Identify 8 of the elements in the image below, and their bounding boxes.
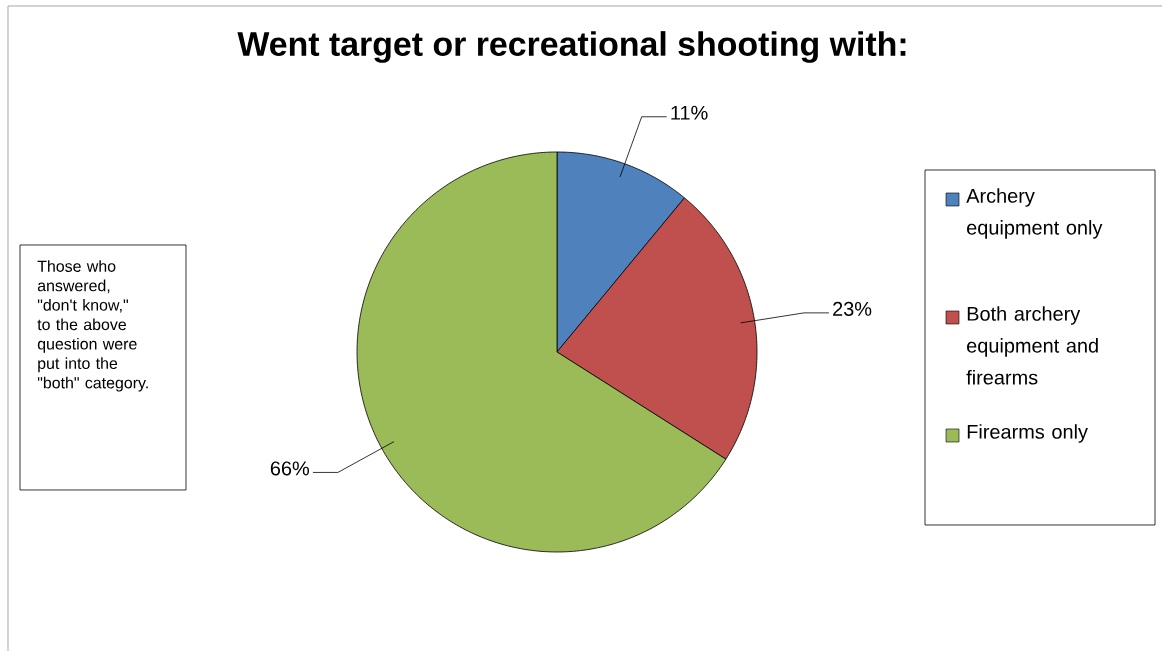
data-label: 23%: [833, 301, 872, 316]
legend-label: Both archery equipment and firearms: [966, 306, 1098, 385]
text: Those who answered, "don't know," to the above question were put into the "both" category.: [37, 260, 148, 392]
legend-label: Archery equipment only: [966, 188, 1103, 239]
chart-title: Went target or recreational shooting with:: [237, 31, 906, 63]
legend-label: Firearms only: [967, 424, 1088, 443]
data-label: 66%: [270, 461, 310, 476]
data-label: 11%: [671, 105, 708, 120]
